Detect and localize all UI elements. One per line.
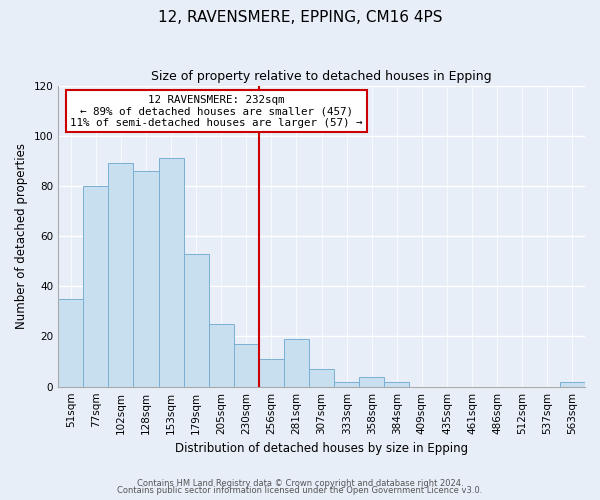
Bar bbox=[234, 344, 259, 387]
Bar bbox=[58, 299, 83, 386]
Bar bbox=[158, 158, 184, 386]
Text: Contains HM Land Registry data © Crown copyright and database right 2024.: Contains HM Land Registry data © Crown c… bbox=[137, 478, 463, 488]
Bar bbox=[259, 359, 284, 386]
Bar bbox=[560, 382, 585, 386]
Y-axis label: Number of detached properties: Number of detached properties bbox=[15, 143, 28, 329]
Title: Size of property relative to detached houses in Epping: Size of property relative to detached ho… bbox=[151, 70, 492, 83]
Bar bbox=[184, 254, 209, 386]
Text: 12, RAVENSMERE, EPPING, CM16 4PS: 12, RAVENSMERE, EPPING, CM16 4PS bbox=[158, 10, 442, 25]
Bar bbox=[309, 369, 334, 386]
Bar bbox=[385, 382, 409, 386]
Bar bbox=[209, 324, 234, 386]
Bar bbox=[284, 339, 309, 386]
Bar bbox=[359, 376, 385, 386]
Bar bbox=[83, 186, 109, 386]
Bar bbox=[133, 171, 158, 386]
Text: Contains public sector information licensed under the Open Government Licence v3: Contains public sector information licen… bbox=[118, 486, 482, 495]
X-axis label: Distribution of detached houses by size in Epping: Distribution of detached houses by size … bbox=[175, 442, 468, 455]
Bar bbox=[334, 382, 359, 386]
Bar bbox=[109, 164, 133, 386]
Text: 12 RAVENSMERE: 232sqm
← 89% of detached houses are smaller (457)
11% of semi-det: 12 RAVENSMERE: 232sqm ← 89% of detached … bbox=[70, 94, 362, 128]
